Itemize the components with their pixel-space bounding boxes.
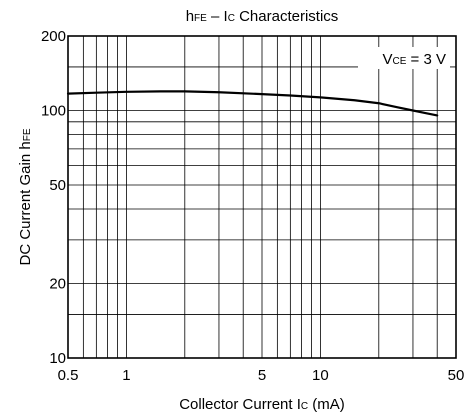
vce-annotation: VCE = 3 V <box>382 51 446 68</box>
annotation-box: VCE = 3 V <box>358 47 450 69</box>
y-tick-label: 10 <box>49 350 66 367</box>
y-tick-labels: 10 20 50 100 200 <box>41 28 66 367</box>
plot-frame <box>67 35 457 359</box>
annotation-background <box>358 47 450 69</box>
y-tick-label: 100 <box>41 103 66 120</box>
x-tick-labels: 0.5 1 5 10 50 <box>58 367 465 384</box>
series-layer <box>66 90 439 117</box>
y-tick-label: 50 <box>49 177 66 194</box>
grid <box>67 35 457 359</box>
hfe-curve <box>66 90 439 117</box>
x-tick-label: 5 <box>258 367 266 384</box>
y-tick-label: 200 <box>41 28 66 45</box>
x-tick-label: 50 <box>448 367 465 384</box>
chart-title: hFE – IC Characteristics <box>186 8 339 25</box>
y-axis-title: DC Current Gain hFE <box>17 128 34 265</box>
x-tick-label: 1 <box>122 367 130 384</box>
x-tick-label: 0.5 <box>58 367 79 384</box>
y-tick-label: 20 <box>49 276 66 293</box>
x-axis-title: Collector Current IC (mA) <box>179 396 345 413</box>
x-tick-label: 10 <box>312 367 329 384</box>
